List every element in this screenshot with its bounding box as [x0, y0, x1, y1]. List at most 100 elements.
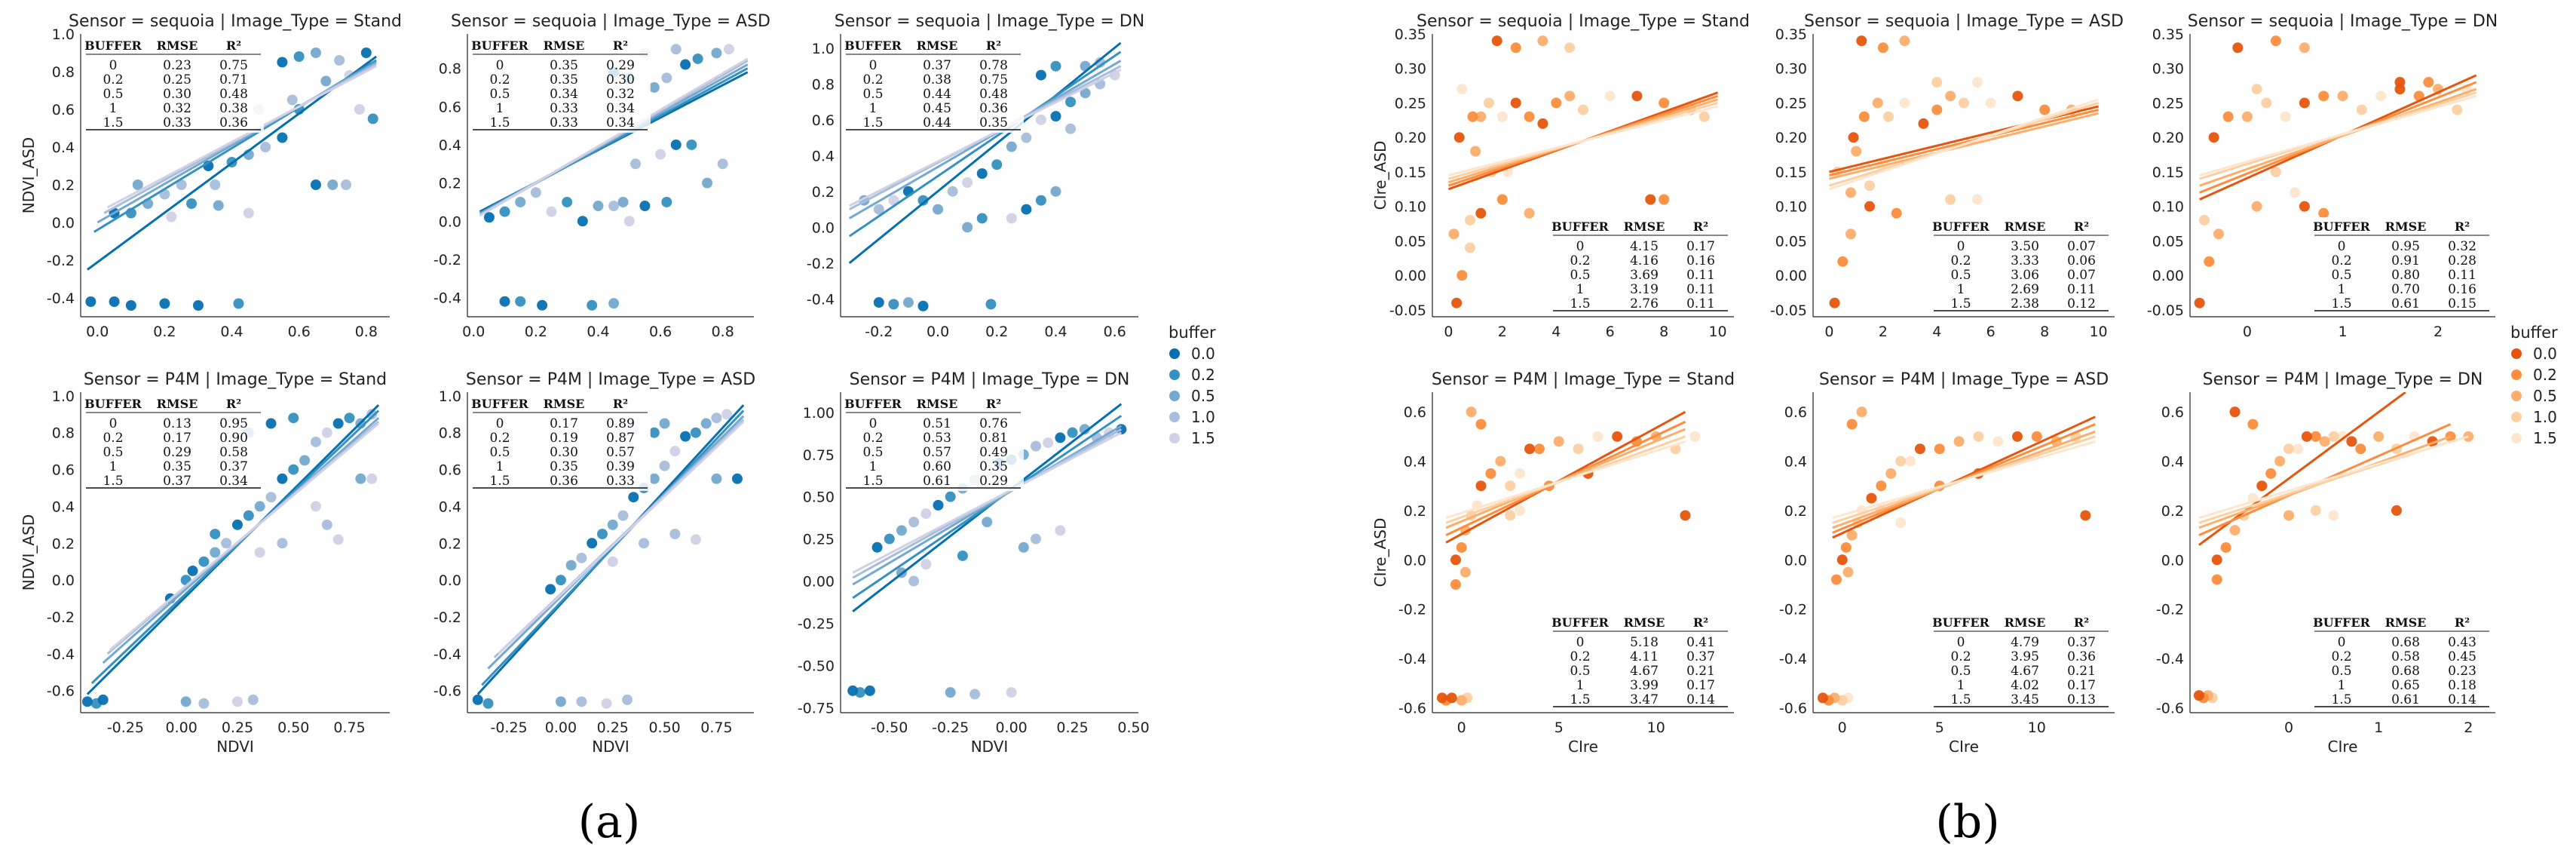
data-point [192, 300, 204, 311]
stats-table-cell: 0.5 [1570, 664, 1590, 679]
y-tick-label: 0.4 [52, 140, 75, 156]
legend-marker [2511, 391, 2522, 401]
y-tick-label: 0.0 [812, 219, 835, 236]
data-point [2319, 436, 2330, 447]
data-point [125, 300, 136, 311]
stats-table-cell: 0.2 [103, 431, 123, 446]
y-tick-label: 0.25 [1775, 95, 1807, 112]
stats-table-cell: 0.37 [163, 474, 191, 489]
data-point [1659, 97, 1670, 109]
y-tick-label: 0.4 [439, 137, 461, 154]
stats-table-cell: 0.38 [219, 101, 248, 116]
stats-table-cell: 0.41 [1686, 635, 1715, 650]
data-point [2301, 431, 2312, 442]
stats-table-header: R² [986, 397, 1001, 411]
data-point [2208, 132, 2219, 143]
regression-line [1832, 416, 2096, 539]
data-point [562, 196, 573, 207]
data-point [321, 427, 332, 438]
x-tick-label: 4 [1932, 324, 1941, 340]
data-point [1899, 35, 1910, 47]
stats-table-cell: 0.35 [550, 459, 578, 474]
data-point [1470, 146, 1481, 157]
data-point [198, 556, 210, 567]
data-point [2337, 431, 2348, 442]
stats-table-cell: 0.61 [2391, 296, 2420, 311]
data-point [1885, 468, 1897, 479]
data-point [1465, 242, 1475, 253]
y-tick-label: -0.4 [2156, 651, 2184, 667]
data-point [2299, 201, 2310, 212]
stats-table-cell: 0.13 [2067, 692, 2096, 707]
stats-table-cell: 0 [1576, 635, 1585, 650]
data-point [2318, 91, 2329, 102]
stats-table: BUFFER RMSE R²0 0.95 0.320.2 0.91 0.280.5 0.80 0… [2311, 217, 2492, 314]
data-point [1031, 533, 1042, 545]
legend-label: 0.5 [2533, 387, 2557, 405]
regression-lines [1832, 416, 2096, 539]
stats-table-cell: 0.89 [606, 416, 635, 431]
stats-table-header: BUFFER [844, 397, 902, 411]
stats-table-cell: 1.5 [2331, 692, 2351, 707]
stats-table-header: BUFFER [1551, 219, 1609, 234]
data-point [2256, 480, 2268, 492]
y-tick-label: 0.00 [803, 574, 835, 591]
data-point [1631, 91, 1643, 102]
stats-table-header: R² [613, 38, 628, 53]
data-point [1451, 297, 1463, 308]
data-point [81, 696, 93, 707]
data-point [917, 300, 929, 311]
data-point [231, 519, 243, 530]
y-tick-label: 0.2 [52, 177, 75, 194]
data-point [277, 538, 288, 549]
stats-table-cell: 0.87 [606, 431, 635, 446]
data-point [277, 473, 288, 484]
data-point [2270, 35, 2281, 47]
regression-lines [852, 403, 1123, 612]
stats-table-cell: 0.38 [923, 72, 951, 87]
stats-table-cell: 1 [1957, 282, 1965, 297]
stats-table-cell: 0.2 [1570, 253, 1590, 268]
data-point [555, 696, 566, 707]
data-point [680, 431, 691, 442]
stats-table: BUFFER RMSE R²0 0.23 0.750.2 0.25 0.710.5 0.30 0… [83, 36, 264, 133]
stats-table-cell: 0 [1957, 239, 1965, 254]
data-point [976, 168, 988, 179]
x-tick-label: 0.00 [166, 719, 198, 736]
stats-table-cell: 0.11 [1686, 268, 1715, 283]
stats-table-cell: 1 [2338, 282, 2346, 297]
data-point [669, 529, 681, 540]
stats-table-header: RMSE [917, 38, 958, 53]
y-tick-label: 0.4 [1404, 454, 1426, 471]
data-point [1484, 97, 1494, 109]
stats-table: BUFFER RMSE R²0 0.13 0.950.2 0.17 0.900.5 0.29 0… [83, 394, 264, 491]
legend-marker [1169, 412, 1180, 422]
data-point [670, 139, 682, 150]
x-tick-label: -0.25 [932, 719, 969, 736]
stats-table-cell: 0 [109, 416, 118, 431]
y-tick-label: -0.05 [2147, 302, 2184, 319]
data-point [962, 176, 973, 188]
data-point [2194, 297, 2205, 308]
stats-table-cell: 0.06 [2067, 253, 2096, 268]
y-axis-label: NDVI_ASD [20, 137, 38, 213]
y-tick-label: 0.25 [1395, 95, 1426, 112]
stats-table-cell: 0.36 [219, 115, 248, 130]
x-tick-label: 10 [2089, 324, 2107, 340]
stats-table-cell: 0.43 [2448, 635, 2476, 650]
data-point [321, 519, 332, 530]
y-tick-label: 0.75 [803, 447, 835, 464]
stats-table-cell: 0.21 [1686, 664, 1715, 679]
y-tick-label: 0.10 [1775, 199, 1807, 216]
x-tick-label: 6 [1986, 324, 1996, 340]
y-tick-label: 0.50 [803, 489, 835, 506]
data-point [601, 698, 612, 709]
y-tick-label: 0.6 [1404, 404, 1426, 421]
chart-panel: Sensor = P4M | Image_Type = DN -0.75 -0.50… [798, 370, 1150, 756]
y-tick-label: -0.2 [807, 256, 835, 272]
data-point [1846, 419, 1858, 430]
data-point [945, 491, 956, 502]
data-point [982, 517, 993, 528]
stats-table-cell: 0.34 [550, 87, 578, 102]
y-tick-label: 0.4 [439, 499, 461, 515]
